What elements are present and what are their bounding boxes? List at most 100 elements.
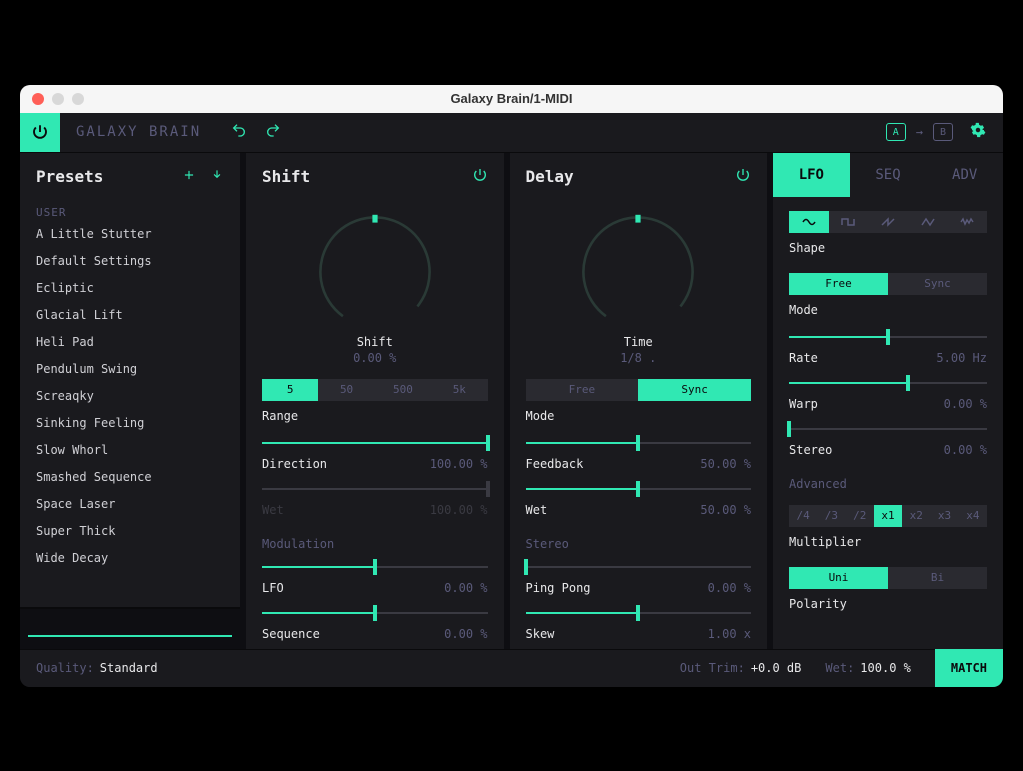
delay-mode-label: Mode <box>526 409 752 423</box>
compare-a-button[interactable]: A <box>886 123 906 141</box>
segment-option[interactable]: /2 <box>846 505 874 527</box>
tab-seq[interactable]: SEQ <box>850 153 927 197</box>
preset-item[interactable]: Super Thick <box>36 524 224 538</box>
tab-lfo[interactable]: LFO <box>773 153 850 197</box>
shift-range-selector[interactable]: 5505005k <box>262 379 488 401</box>
settings-button[interactable] <box>969 121 987 143</box>
advanced-title: Advanced <box>789 477 987 491</box>
import-preset-button[interactable] <box>210 167 224 186</box>
segment-option[interactable]: 50 <box>318 379 374 401</box>
shift-power-button[interactable] <box>472 167 488 187</box>
undo-button[interactable] <box>231 122 247 142</box>
slider-label: Skew <box>526 627 555 641</box>
segment-option[interactable]: x3 <box>930 505 958 527</box>
slider-value: 100.00 % <box>430 503 488 517</box>
traffic-lights <box>20 93 84 105</box>
segment-option[interactable]: 5k <box>431 379 487 401</box>
minimize-window-button[interactable] <box>52 93 64 105</box>
delay-mode-selector[interactable]: FreeSync <box>526 379 752 401</box>
delay-panel: Delay Time 1/8 . FreeSync Mode Feedback5… <box>510 153 768 649</box>
preset-list-section: USER A Little Stutter Default Settings Ecl… <box>20 196 240 565</box>
segment-option[interactable]: Bi <box>888 567 987 589</box>
segment-option[interactable]: x1 <box>874 505 902 527</box>
multiplier-selector[interactable]: /4/3/2x1x2x3x4 <box>789 505 987 527</box>
preset-item[interactable]: A Little Stutter <box>36 227 224 241</box>
slider[interactable]: Feedback50.00 % <box>510 433 768 479</box>
quality-value[interactable]: Standard <box>100 661 158 675</box>
polarity-selector[interactable]: UniBi <box>789 567 987 589</box>
slider-value: 0.00 % <box>944 443 987 457</box>
lfo-mode-selector[interactable]: FreeSync <box>789 273 987 295</box>
slider[interactable]: Rate 5.00 Hz <box>773 327 1003 373</box>
lfo-mode-label: Mode <box>789 303 987 317</box>
shape-option[interactable] <box>947 211 987 233</box>
stereo-title: Stereo <box>526 537 752 551</box>
slider[interactable]: Sequence0.00 % <box>246 603 504 649</box>
slider[interactable]: Skew 1.00 x <box>510 603 768 649</box>
segment-option[interactable]: Sync <box>638 379 751 401</box>
slider[interactable]: Wet100.00 % <box>246 479 504 525</box>
shift-knob[interactable] <box>310 207 440 337</box>
delay-power-button[interactable] <box>735 167 751 187</box>
out-trim-value[interactable]: +0.0 dB <box>751 661 802 675</box>
shape-option[interactable] <box>789 211 829 233</box>
segment-option[interactable]: /3 <box>817 505 845 527</box>
slider-value: 0.00 % <box>944 397 987 411</box>
polarity-label: Polarity <box>789 597 987 611</box>
close-window-button[interactable] <box>32 93 44 105</box>
slider[interactable]: LFO0.00 % <box>246 557 504 603</box>
slider-value: 50.00 % <box>700 457 751 471</box>
tab-adv[interactable]: ADV <box>926 153 1003 197</box>
preset-item[interactable]: Ecliptic <box>36 281 224 295</box>
preset-item[interactable]: Slow Whorl <box>36 443 224 457</box>
match-button[interactable]: MATCH <box>935 649 1003 687</box>
preset-item[interactable]: Smashed Sequence <box>36 470 224 484</box>
segment-option[interactable]: /4 <box>789 505 817 527</box>
slider[interactable]: Stereo0.00 % <box>773 419 1003 465</box>
compare-b-button[interactable]: B <box>933 123 953 141</box>
slider-value: 1.00 x <box>708 627 751 641</box>
preset-item[interactable]: Pendulum Swing <box>36 362 224 376</box>
history-controls <box>231 122 281 142</box>
presets-panel: Presets USER A Little StutterDefault Set… <box>20 153 240 649</box>
slider[interactable]: Ping Pong0.00 % <box>510 557 768 603</box>
slider-label: Rate <box>789 351 818 365</box>
preset-item[interactable]: Heli Pad <box>36 335 224 349</box>
segment-option[interactable]: Free <box>789 273 888 295</box>
add-preset-button[interactable] <box>182 167 196 186</box>
delay-time-knob[interactable] <box>573 207 703 337</box>
preset-item[interactable]: Default Settings <box>36 254 224 268</box>
delay-title: Delay <box>526 167 574 186</box>
segment-option[interactable]: x4 <box>959 505 987 527</box>
preset-item[interactable]: Wide Decay <box>36 551 224 565</box>
shape-option[interactable] <box>829 211 869 233</box>
preset-item[interactable]: Glacial Lift <box>36 308 224 322</box>
shift-panel: Shift Shift 0.00 % 5505005k Range Direct… <box>246 153 504 649</box>
panel-tabs: LFOSEQADV <box>773 153 1003 197</box>
slider-value: 50.00 % <box>700 503 751 517</box>
segment-option[interactable]: 5 <box>262 379 318 401</box>
master-power-button[interactable] <box>20 112 60 152</box>
slider[interactable]: Warp0.00 % <box>773 373 1003 419</box>
preset-item[interactable]: Sinking Feeling <box>36 416 224 430</box>
segment-option[interactable]: Free <box>526 379 639 401</box>
wet-value[interactable]: 100.0 % <box>860 661 911 675</box>
main-content: Presets USER A Little StutterDefault Set… <box>20 153 1003 649</box>
segment-option[interactable]: Uni <box>789 567 888 589</box>
redo-button[interactable] <box>265 122 281 142</box>
slider-value: 5.00 Hz <box>936 351 987 365</box>
segment-option[interactable]: x2 <box>902 505 930 527</box>
segment-option[interactable]: Sync <box>888 273 987 295</box>
preset-category: USER <box>36 206 224 219</box>
slider[interactable]: Direction100.00 % <box>246 433 504 479</box>
slider[interactable]: Wet50.00 % <box>510 479 768 525</box>
slider-value: 0.00 % <box>444 581 487 595</box>
shape-option[interactable] <box>868 211 908 233</box>
titlebar: Galaxy Brain/1-MIDI <box>20 85 1003 113</box>
segment-option[interactable]: 500 <box>375 379 431 401</box>
maximize-window-button[interactable] <box>72 93 84 105</box>
preset-item[interactable]: Screaqky <box>36 389 224 403</box>
lfo-shape-selector[interactable] <box>789 211 987 233</box>
preset-item[interactable]: Space Laser <box>36 497 224 511</box>
shape-option[interactable] <box>908 211 948 233</box>
